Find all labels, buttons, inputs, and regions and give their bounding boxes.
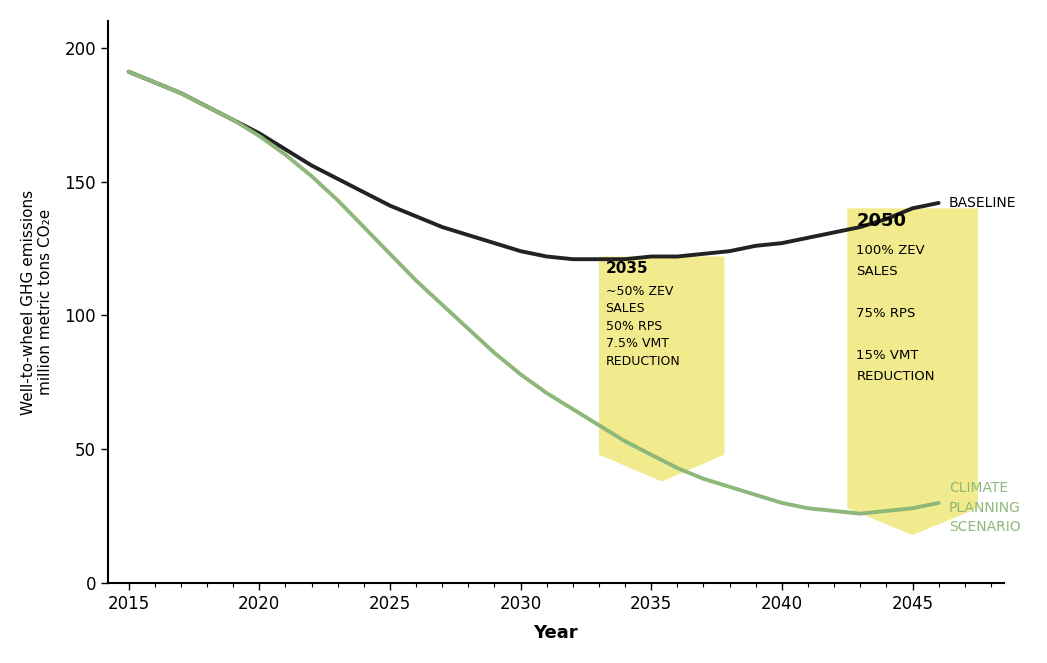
Text: 2050: 2050 (856, 212, 907, 230)
Y-axis label: Well-to-wheel GHG emissions
million metric tons CO₂e: Well-to-wheel GHG emissions million metr… (21, 190, 53, 414)
Text: ~50% ZEV
SALES
50% RPS
7.5% VMT
REDUCTION: ~50% ZEV SALES 50% RPS 7.5% VMT REDUCTIO… (605, 284, 681, 368)
Text: 100% ZEV
SALES

75% RPS

15% VMT
REDUCTION: 100% ZEV SALES 75% RPS 15% VMT REDUCTION (856, 245, 935, 383)
Text: 2035: 2035 (605, 261, 648, 276)
X-axis label: Year: Year (534, 624, 578, 642)
Text: BASELINE: BASELINE (949, 196, 1017, 210)
Polygon shape (599, 257, 725, 481)
Text: CLIMATE
PLANNING
SCENARIO: CLIMATE PLANNING SCENARIO (949, 481, 1021, 534)
Polygon shape (847, 208, 978, 535)
